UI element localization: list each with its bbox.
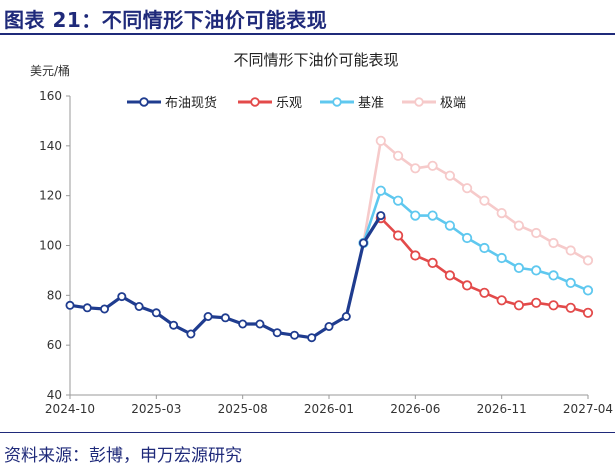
data-point	[427, 210, 438, 221]
title-rule	[0, 33, 615, 35]
y-tick-label: 80	[47, 288, 62, 302]
legend-item-1: 乐观	[238, 96, 302, 111]
data-point	[444, 220, 455, 231]
x-tick-label: 2027-04	[563, 402, 613, 416]
data-point	[461, 280, 473, 291]
data-point	[582, 307, 594, 318]
data-point	[513, 220, 525, 231]
y-tick-label: 60	[47, 338, 62, 352]
legend-swatch-marker	[414, 97, 424, 107]
legend-item-2: 基准	[320, 96, 384, 111]
data-point	[65, 300, 75, 310]
data-point	[531, 227, 542, 239]
data-point	[392, 150, 404, 161]
data-point	[479, 195, 490, 206]
data-point	[392, 230, 404, 241]
x-tick-label: 2026-11	[477, 402, 527, 416]
data-point	[307, 333, 317, 343]
y-tick-label: 140	[39, 139, 62, 153]
source-rule	[0, 432, 615, 433]
chart-title: 不同情形下油价可能表现	[233, 51, 398, 69]
data-point	[375, 135, 386, 146]
x-tick-label: 2024-10	[45, 402, 95, 416]
figure-title: 图表 21：不同情形下油价可能表现	[4, 8, 328, 32]
data-point	[392, 195, 404, 206]
y-tick-label: 120	[39, 189, 62, 203]
legend-swatch-marker	[332, 97, 342, 107]
data-point	[565, 277, 576, 288]
legend-swatch-marker	[250, 97, 260, 107]
data-point	[376, 211, 386, 221]
data-point	[220, 313, 230, 323]
data-point	[444, 270, 455, 281]
data-point	[324, 321, 334, 331]
data-point	[410, 250, 421, 261]
data-point	[427, 160, 438, 171]
data-point	[548, 270, 559, 281]
data-point	[117, 292, 127, 302]
data-point	[444, 170, 455, 181]
data-point	[548, 300, 559, 311]
line-chart: 不同情形下油价可能表现 美元/桶 40 60 80 100 120 140 160 2024-…	[30, 51, 613, 416]
source-note: 资料来源：彭博，申万宏源研究	[4, 446, 242, 466]
data-point	[427, 257, 438, 268]
y-axis-label: 美元/桶	[30, 63, 70, 78]
data-point	[100, 304, 110, 314]
data-point	[582, 285, 594, 296]
data-point	[289, 330, 299, 340]
data-point	[255, 319, 265, 329]
y-tick-label: 160	[39, 89, 62, 103]
legend-swatch-marker	[139, 97, 149, 107]
data-point	[169, 320, 179, 330]
data-point	[531, 297, 542, 308]
legend-item-3: 极端	[402, 96, 466, 111]
data-point	[341, 311, 351, 321]
data-point	[548, 237, 559, 249]
data-point	[513, 300, 525, 311]
data-point	[531, 265, 542, 276]
data-point	[186, 329, 196, 339]
data-point	[565, 245, 576, 256]
data-point	[358, 238, 368, 248]
data-point	[479, 287, 490, 298]
data-point	[565, 302, 576, 313]
data-point	[410, 210, 421, 221]
x-tick-label: 2025-08	[218, 402, 268, 416]
legend-label: 基准	[358, 96, 384, 111]
legend-item-0: 布油现货	[127, 95, 217, 111]
x-tick-label: 2026-01	[304, 402, 354, 416]
data-point	[151, 308, 161, 318]
legend-label: 布油现货	[165, 95, 217, 111]
x-tick-label: 2026-06	[390, 402, 440, 416]
data-point	[203, 311, 213, 321]
y-tick-label: 40	[47, 388, 62, 402]
series-line-1	[379, 217, 589, 315]
data-point	[496, 208, 507, 219]
data-point	[496, 295, 507, 306]
data-point	[238, 319, 248, 329]
data-point	[513, 262, 525, 273]
data-point	[82, 303, 92, 313]
legend-label: 极端	[440, 96, 466, 111]
y-tick-label: 100	[39, 239, 62, 253]
data-point	[410, 163, 421, 174]
data-point	[134, 301, 144, 311]
data-point	[479, 242, 490, 254]
data-point	[461, 232, 473, 244]
data-point	[582, 255, 594, 266]
data-point	[496, 252, 507, 264]
data-point	[375, 185, 386, 196]
data-point	[461, 183, 473, 194]
data-point	[272, 328, 282, 338]
legend-label: 乐观	[276, 96, 302, 111]
x-tick-label: 2025-03	[131, 402, 181, 416]
